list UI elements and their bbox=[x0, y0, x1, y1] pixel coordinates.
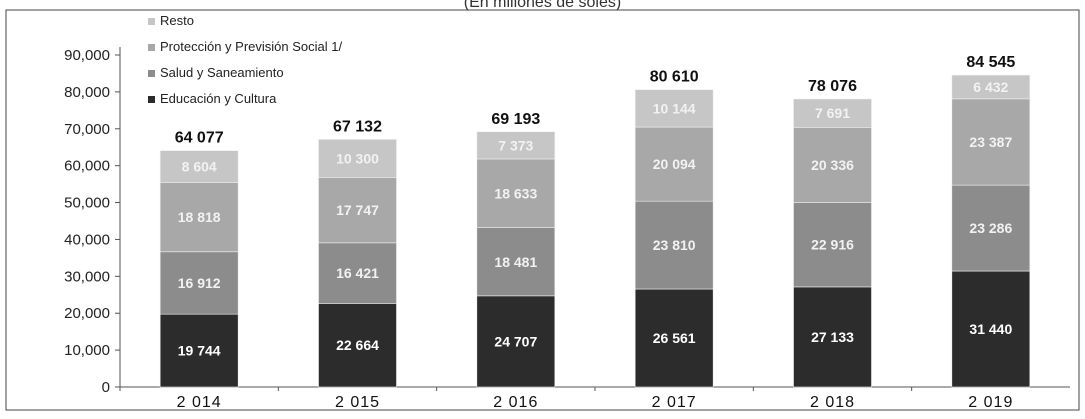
legend-swatch bbox=[148, 18, 155, 25]
data-label: 31 440 bbox=[969, 321, 1012, 337]
data-label: 24 707 bbox=[494, 333, 537, 349]
data-label: 23 286 bbox=[969, 220, 1012, 236]
total-label: 80 610 bbox=[650, 69, 699, 86]
bar-segment bbox=[951, 270, 1031, 388]
data-label: 22 664 bbox=[336, 337, 379, 353]
bar-segment bbox=[634, 126, 714, 202]
total-label: 67 132 bbox=[333, 118, 382, 135]
y-tick-label: 40,000 bbox=[64, 231, 110, 248]
data-label: 26 561 bbox=[653, 330, 696, 346]
bar-segment bbox=[951, 184, 1031, 272]
x-tick-label: 2 018 bbox=[810, 394, 855, 411]
data-label: 18 818 bbox=[178, 209, 221, 225]
data-label: 7 373 bbox=[498, 137, 533, 153]
y-tick-label: 50,000 bbox=[64, 195, 110, 212]
bar-segment bbox=[634, 89, 714, 128]
legend-swatch bbox=[148, 70, 155, 77]
legend-label: Educación y Cultura bbox=[160, 91, 277, 106]
bar-segment bbox=[951, 74, 1031, 100]
bar-segment bbox=[634, 288, 714, 388]
legend-label: Salud y Saneamiento bbox=[160, 65, 284, 80]
chart-frame bbox=[5, 9, 1080, 411]
data-label: 19 744 bbox=[178, 343, 221, 359]
chart-subtitle: (En millones de soles) bbox=[463, 0, 622, 11]
y-tick-label: 10,000 bbox=[64, 342, 110, 359]
total-label: 64 077 bbox=[175, 130, 224, 147]
y-tick-label: 60,000 bbox=[64, 158, 110, 175]
x-tick-label: 2 016 bbox=[493, 394, 538, 411]
bar-segment bbox=[634, 200, 714, 290]
bar-segment bbox=[318, 139, 397, 178]
bar-segment bbox=[159, 182, 239, 253]
data-label: 7 691 bbox=[815, 105, 850, 121]
data-label: 16 912 bbox=[178, 275, 221, 291]
total-label: 69 193 bbox=[491, 111, 540, 128]
legend-swatch bbox=[148, 96, 155, 103]
y-tick-label: 0 bbox=[102, 379, 110, 396]
data-label: 10 300 bbox=[336, 150, 379, 166]
bar-segment bbox=[476, 131, 556, 160]
bar-segment bbox=[476, 295, 556, 388]
total-label: 78 076 bbox=[808, 78, 857, 95]
x-tick-label: 2 017 bbox=[652, 394, 697, 411]
data-label: 6 432 bbox=[973, 79, 1008, 95]
data-label: 18 633 bbox=[494, 185, 537, 201]
data-label: 20 336 bbox=[811, 157, 854, 173]
data-label: 23 387 bbox=[969, 134, 1012, 150]
bar-segment bbox=[793, 98, 872, 128]
bar-segment bbox=[476, 158, 556, 228]
y-tick-label: 80,000 bbox=[64, 84, 110, 101]
bar-segment bbox=[318, 242, 397, 304]
bar-segment bbox=[793, 127, 872, 203]
bar-segment bbox=[159, 150, 239, 183]
bar-segment bbox=[159, 251, 239, 315]
legend-label: Protección y Previsión Social 1/ bbox=[160, 39, 342, 54]
x-tick-label: 2 015 bbox=[335, 394, 380, 411]
bar-segment bbox=[476, 227, 556, 297]
data-label: 22 916 bbox=[811, 237, 854, 253]
data-label: 16 421 bbox=[336, 265, 379, 281]
y-tick-label: 70,000 bbox=[64, 121, 110, 138]
data-label: 8 604 bbox=[182, 158, 217, 174]
x-tick-label: 2 014 bbox=[177, 394, 222, 411]
bar-segment bbox=[159, 313, 239, 388]
total-label: 84 545 bbox=[966, 54, 1015, 71]
data-label: 17 747 bbox=[336, 202, 379, 218]
y-tick-label: 90,000 bbox=[64, 47, 110, 64]
legend-label: Resto bbox=[160, 13, 194, 28]
x-tick-label: 2 019 bbox=[968, 394, 1013, 411]
y-tick-label: 30,000 bbox=[64, 268, 110, 285]
bar-segment bbox=[318, 303, 397, 388]
data-label: 20 094 bbox=[653, 156, 696, 172]
y-tick-label: 20,000 bbox=[64, 305, 110, 322]
bar-segment bbox=[318, 177, 397, 244]
bar-segment bbox=[793, 286, 872, 388]
data-label: 27 133 bbox=[811, 329, 854, 345]
legend-swatch bbox=[148, 44, 155, 51]
data-label: 18 481 bbox=[494, 254, 537, 270]
data-label: 23 810 bbox=[653, 237, 696, 253]
bar-segment bbox=[951, 98, 1031, 186]
data-label: 10 144 bbox=[653, 100, 696, 116]
